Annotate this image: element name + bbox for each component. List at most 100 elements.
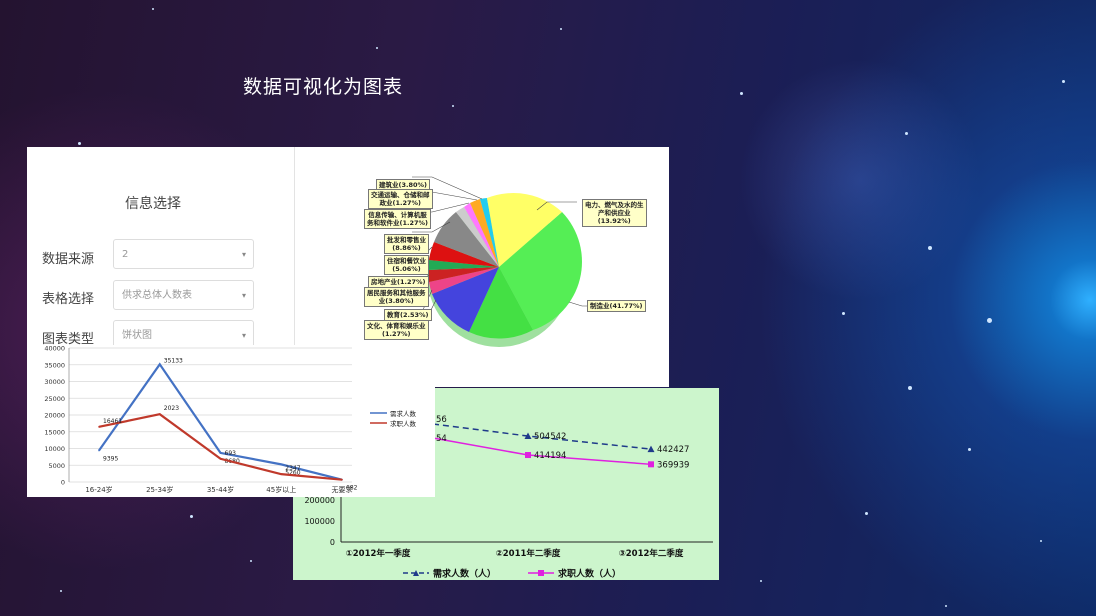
pie-label: 住宿和餐饮业 (5.06%) (384, 255, 429, 275)
pie-slice (487, 193, 562, 267)
data-point (647, 445, 655, 453)
pie-label-line: 教育(2.53%) (387, 311, 429, 319)
data-label: 414194 (534, 451, 566, 461)
pie-label-line: 制造业(41.77%) (590, 302, 643, 310)
star (987, 318, 992, 323)
pie-label-line: 居民服务和其他服务 (367, 289, 426, 297)
pie-label-line: 批发和零售业 (387, 236, 426, 244)
data-point (280, 463, 283, 466)
y-tick-label: 5000 (48, 462, 65, 470)
star (78, 142, 81, 145)
star (452, 105, 454, 107)
star (865, 512, 868, 515)
table-select-value: 供求总体人数表 (122, 290, 192, 301)
pie-label: 信息传输、计算机服 务和软件业(1.27%) (364, 209, 431, 229)
pie-label-line: (13.92%) (597, 217, 631, 225)
x-tick-label: ③2012年二季度 (619, 548, 684, 559)
legend-marker (413, 570, 419, 576)
y-tick-label: 0 (330, 538, 335, 547)
data-label: 504542 (534, 432, 566, 442)
pie-slice (470, 199, 499, 267)
data-label: 35133 (164, 357, 183, 364)
data-label: 9395 (103, 456, 118, 463)
pie-label-line: 电力、燃气及水的生 (585, 201, 644, 209)
pie-label: 交通运输、仓储和邮 政业(1.27%) (368, 189, 433, 209)
pie-slice (428, 267, 499, 282)
pie-label-line: 信息传输、计算机服 (368, 211, 427, 219)
pie-label-line: (1.27%) (382, 330, 411, 338)
chart-type-value: 饼状图 (122, 330, 152, 341)
pie-label-line: 房地产业(1.27%) (371, 278, 426, 286)
data-point (648, 461, 654, 468)
star (190, 515, 193, 518)
pie-slice (428, 260, 499, 270)
data-label: 16461 (103, 418, 122, 425)
pie-slice (429, 242, 499, 267)
pie-label-line: (8.86%) (392, 244, 421, 252)
table-select[interactable]: 供求总体人数表 ▾ (113, 280, 254, 310)
x-tick-label: ②2011年二季度 (496, 548, 561, 559)
star (740, 92, 743, 95)
legend-marker (538, 570, 544, 576)
x-tick-label: 45岁以上 (266, 485, 296, 494)
pie-label-line: 文化、体育和娱乐业 (367, 322, 426, 330)
chevron-down-icon: ▾ (241, 291, 246, 300)
data-label: 442427 (657, 445, 689, 455)
pie-slice (499, 212, 582, 330)
y-tick-label: 35000 (44, 361, 65, 369)
age-chart: 0 5000 10000 15000 20000 25000 30000 35000 40000… (27, 345, 435, 497)
pie-slice (464, 203, 499, 267)
data-point (98, 426, 100, 428)
data-label: 682 (346, 485, 358, 492)
data-label: 2023 (164, 405, 179, 412)
x-tick-label: ①2012年一季度 (346, 548, 411, 559)
pie-label-line: 业(3.80%) (378, 297, 414, 305)
y-tick-label: 30000 (44, 378, 65, 386)
star (560, 28, 562, 30)
data-label: 5260 (285, 469, 300, 476)
star (928, 246, 932, 250)
pie-label-line: 产和供应业 (598, 209, 631, 217)
star (968, 448, 971, 451)
star (905, 132, 908, 135)
star (1040, 540, 1042, 542)
pie-label-line: (5.06%) (392, 265, 421, 273)
chevron-down-icon: ▾ (241, 250, 246, 259)
pie-label-line: 交通运输、仓储和邮 (371, 191, 430, 199)
star (760, 580, 762, 582)
data-label: 693 (225, 450, 237, 457)
x-tick-label: 16-24岁 (85, 485, 112, 494)
pie-label: 居民服务和其他服务 业(3.80%) (364, 287, 429, 307)
pie-svg (412, 176, 602, 347)
pie-label: 文化、体育和娱乐业 (1.27%) (364, 320, 429, 340)
legend-label: 求职人数（人） (558, 568, 621, 580)
data-source-value: 2 (122, 249, 129, 260)
data-source-select[interactable]: 2 ▾ (113, 239, 254, 269)
pie-slice (469, 267, 533, 339)
star (250, 560, 252, 562)
data-point (158, 363, 161, 366)
x-tick-label: 25-34岁 (146, 485, 173, 494)
star (1062, 80, 1065, 83)
star (908, 386, 912, 390)
star (945, 605, 947, 607)
chevron-down-icon: ▾ (241, 331, 246, 340)
pie-slice (429, 267, 499, 294)
star (152, 8, 154, 10)
data-point (525, 452, 531, 459)
pie-label-line: 建筑业(3.80%) (379, 181, 427, 189)
x-tick-label: 无要求 (332, 485, 353, 494)
pie-slice (456, 207, 499, 267)
pie-label: 批发和零售业 (8.86%) (384, 234, 429, 254)
star (376, 47, 378, 49)
selector-title: 信息选择 (125, 196, 181, 212)
age-svg: 0 5000 10000 15000 20000 25000 30000 35000 40000… (44, 345, 417, 495)
y-tick-label: 10000 (44, 445, 65, 453)
data-source-label: 数据来源 (42, 252, 95, 267)
y-tick-label: 200000 (304, 496, 335, 505)
pie-slice (432, 267, 499, 332)
data-point (341, 478, 343, 481)
legend-label: 求职人数 (390, 419, 417, 428)
pie-label: 电力、燃气及水的生 产和供应业 (13.92%) (582, 199, 647, 227)
x-tick-label: 35-44岁 (207, 485, 234, 494)
